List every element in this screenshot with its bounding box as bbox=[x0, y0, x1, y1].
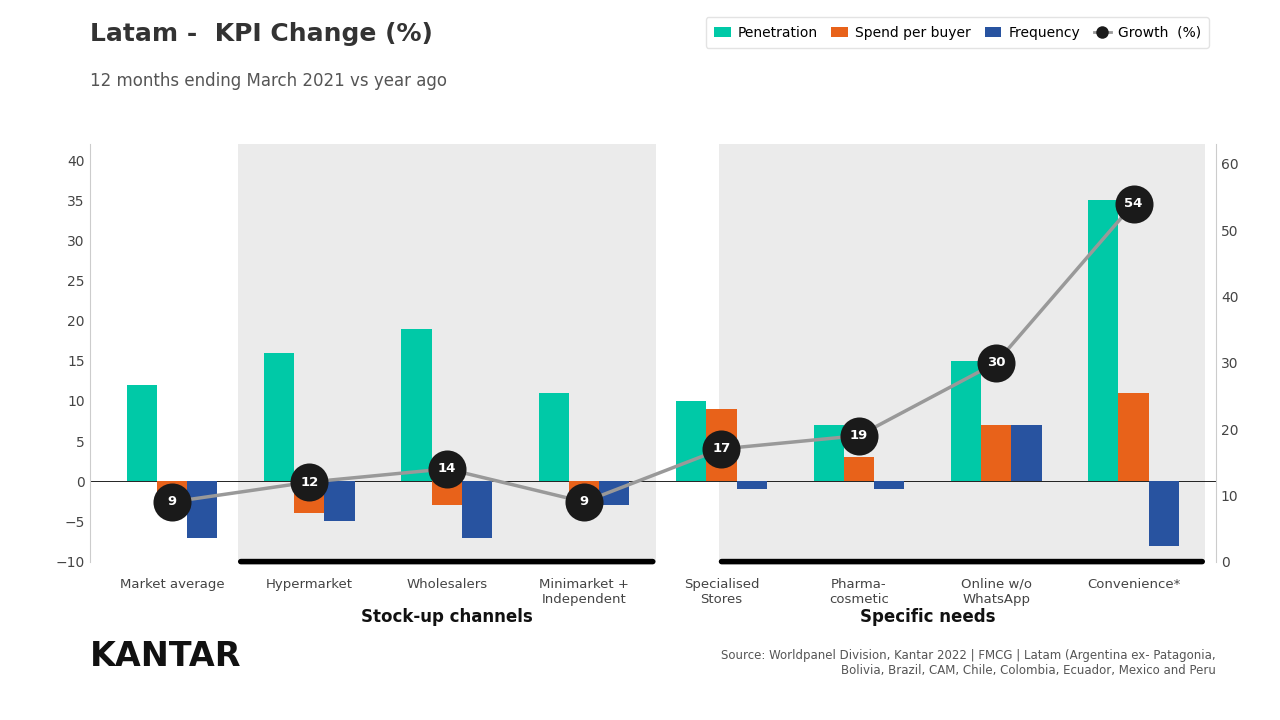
Bar bbox=[1088, 200, 1119, 481]
Text: 14: 14 bbox=[438, 462, 456, 475]
Bar bbox=[187, 481, 218, 538]
Bar bbox=[462, 481, 492, 538]
Text: 30: 30 bbox=[987, 356, 1006, 369]
Text: 54: 54 bbox=[1124, 197, 1143, 210]
Bar bbox=[814, 425, 844, 481]
Bar bbox=[736, 481, 767, 490]
Text: Stock-up channels: Stock-up channels bbox=[361, 608, 532, 626]
Point bbox=[436, 463, 457, 474]
Bar bbox=[539, 393, 570, 481]
Point bbox=[1124, 198, 1144, 210]
Bar bbox=[1119, 393, 1148, 481]
Bar bbox=[238, 144, 655, 562]
Point bbox=[712, 443, 732, 454]
Point bbox=[986, 357, 1006, 369]
Bar bbox=[719, 144, 1204, 562]
Text: Specific needs: Specific needs bbox=[860, 608, 996, 626]
Bar bbox=[431, 481, 462, 505]
Bar bbox=[951, 361, 980, 481]
Bar bbox=[570, 481, 599, 498]
Legend: Penetration, Spend per buyer, Frequency, Growth  (%): Penetration, Spend per buyer, Frequency,… bbox=[705, 17, 1210, 48]
Text: 12: 12 bbox=[301, 475, 319, 489]
Text: 9: 9 bbox=[168, 495, 177, 508]
Bar bbox=[844, 457, 874, 481]
Text: Latam -  KPI Change (%): Latam - KPI Change (%) bbox=[90, 22, 433, 45]
Text: 17: 17 bbox=[713, 442, 731, 456]
Bar bbox=[874, 481, 904, 490]
Point bbox=[849, 430, 869, 441]
Text: 19: 19 bbox=[850, 429, 868, 442]
Bar bbox=[707, 409, 736, 481]
Text: KANTAR: KANTAR bbox=[90, 640, 241, 673]
Text: 9: 9 bbox=[580, 495, 589, 508]
Point bbox=[300, 477, 320, 488]
Bar bbox=[127, 385, 157, 481]
Text: 12 months ending March 2021 vs year ago: 12 months ending March 2021 vs year ago bbox=[90, 72, 447, 90]
Bar bbox=[1011, 425, 1042, 481]
Bar bbox=[157, 481, 187, 498]
Bar bbox=[599, 481, 630, 505]
Bar bbox=[264, 353, 294, 481]
Point bbox=[161, 496, 182, 508]
Bar bbox=[1148, 481, 1179, 546]
Text: Source: Worldpanel Division, Kantar 2022 | FMCG | Latam (Argentina ex- Patagonia: Source: Worldpanel Division, Kantar 2022… bbox=[722, 649, 1216, 677]
Bar bbox=[294, 481, 325, 513]
Bar bbox=[325, 481, 355, 521]
Bar bbox=[980, 425, 1011, 481]
Bar bbox=[402, 329, 431, 481]
Point bbox=[573, 496, 594, 508]
Bar bbox=[676, 401, 707, 481]
